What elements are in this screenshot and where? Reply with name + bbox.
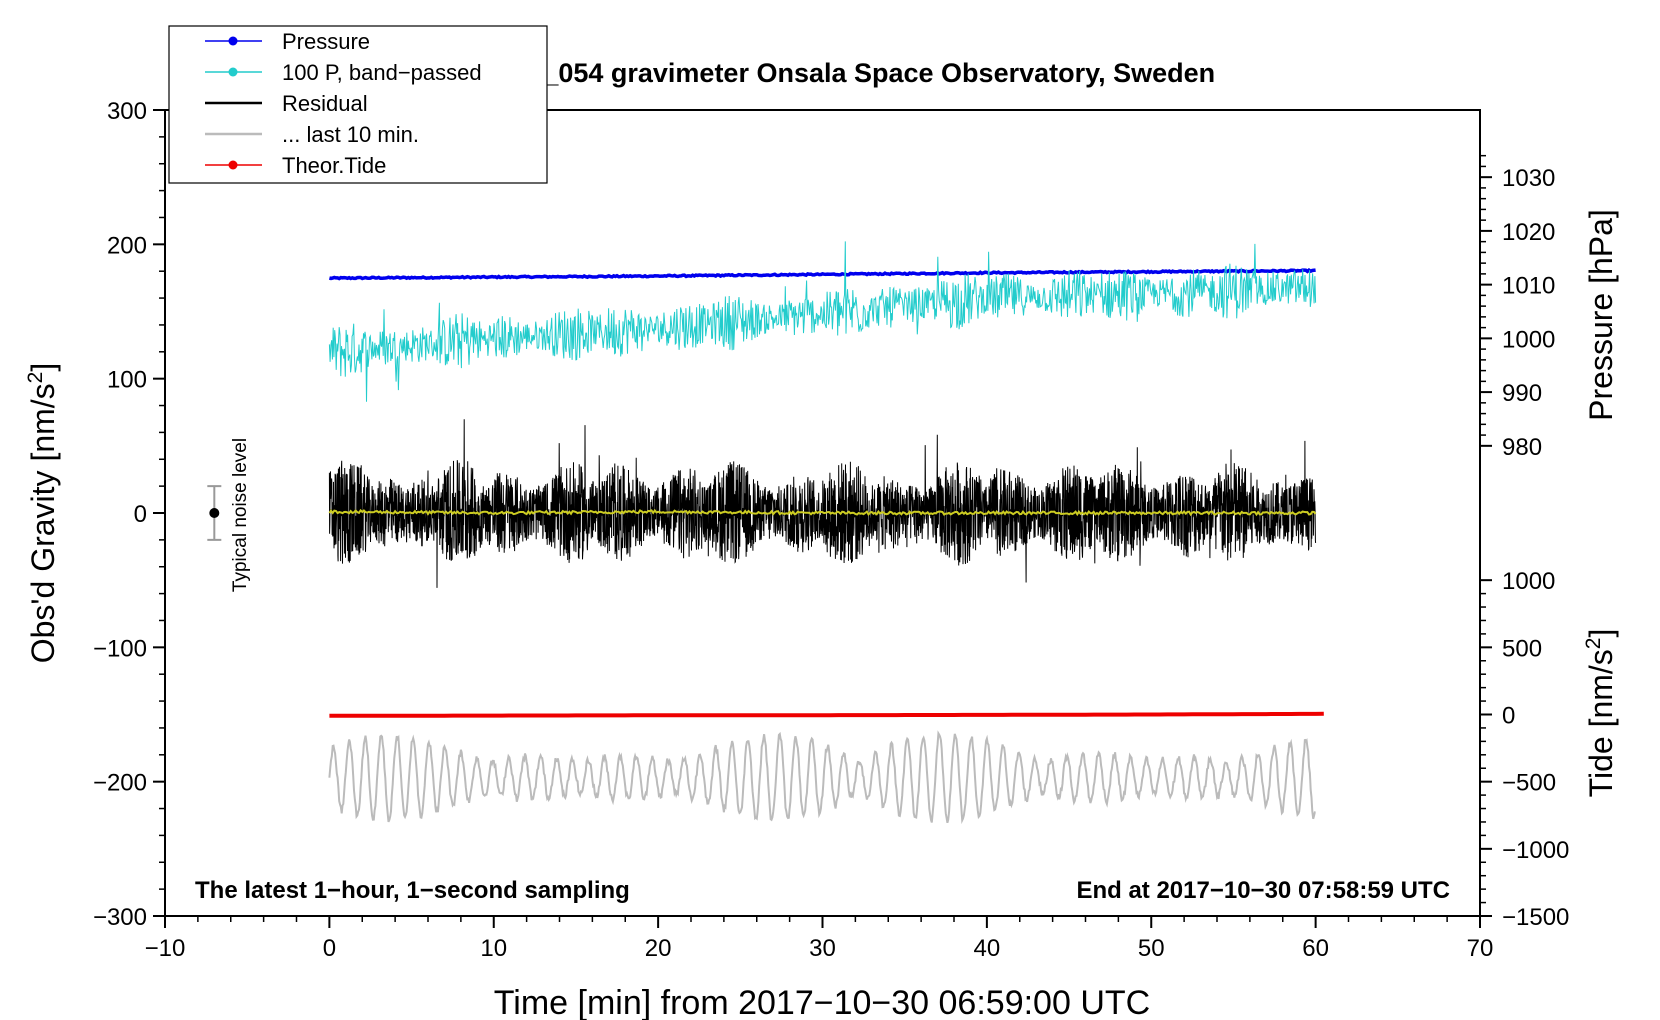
tide-tick-label: 500 [1502, 635, 1542, 662]
y-tick-label: −200 [93, 770, 147, 797]
noise-level-label: Typical noise level [230, 438, 251, 592]
legend-entry-label: Theor.Tide [282, 153, 386, 178]
y-axis-label-sup: 2 [24, 372, 47, 384]
x-tick-label: 0 [323, 935, 336, 962]
tide-tick-label: 0 [1502, 703, 1515, 730]
y-axis-label: Obs'd Gravity [nm/s2] [24, 363, 61, 664]
theoretical-tide-series-line [329, 711, 1324, 718]
legend-entry-label: Pressure [282, 29, 370, 54]
legend-swatch-marker [228, 36, 238, 46]
pressure-tick-label: 990 [1502, 380, 1542, 407]
pressure-series-line [328, 267, 1316, 281]
x-tick-label: 40 [974, 935, 1001, 962]
tide-axis-label-close: ] [1583, 629, 1619, 638]
band-passed-pressure-series-line [328, 241, 1317, 402]
legend-box [168, 25, 548, 184]
x-tick-label: −10 [145, 935, 186, 962]
x-tick-label: 30 [809, 935, 836, 962]
legend-swatch-marker [228, 160, 238, 170]
residual-smoothed-series-line [328, 508, 1317, 517]
y-tick-label: 100 [107, 367, 147, 394]
legend-entry-label: ... last 10 min. [282, 122, 419, 147]
pressure-tick-label: 1020 [1502, 219, 1555, 246]
axes-layer: −10 0 10 20 30 40 50 60 70−300−200−1000100200300… [93, 98, 1569, 962]
tide-tick-label: 1000 [1502, 568, 1555, 595]
x-tick-label: 70 [1467, 935, 1494, 962]
pressure-tick-label: 1000 [1502, 326, 1555, 353]
residual-series-line [328, 419, 1317, 588]
tide-tick-label: −500 [1502, 770, 1556, 797]
last-10-min-series-line [328, 730, 1316, 825]
x-tick-label: 60 [1302, 935, 1329, 962]
legend-entry-label: Residual [282, 91, 368, 116]
x-tick-label: 50 [1138, 935, 1165, 962]
legend: Pressure 100 P, band−passed Residual ... la… [168, 25, 548, 184]
legend-entries: Pressure 100 P, band−passed Residual ... la… [205, 29, 482, 178]
x-tick-label: 10 [480, 935, 507, 962]
annotation-end-time: End at 2017−10−30 07:58:59 UTC [1076, 877, 1450, 904]
y-tick-label: −100 [93, 635, 147, 662]
pressure-axis-label: Pressure [hPa] [1583, 209, 1619, 421]
pressure-tick-label: 1010 [1502, 273, 1555, 300]
noise-level-indicator [207, 485, 222, 541]
pressure-tick-label: 1030 [1502, 165, 1555, 192]
legend-entry-label: 100 P, band−passed [282, 60, 482, 85]
tide-tick-label: −1000 [1502, 837, 1569, 864]
x-tick-label: 20 [645, 935, 672, 962]
y-axis-label-base: Obs'd Gravity [nm/s [25, 383, 61, 663]
x-axis-label: Time [min] from 2017−10−30 06:59:00 UTC [494, 984, 1150, 1020]
y-tick-label: 200 [107, 232, 147, 259]
y-tick-label: 300 [107, 98, 147, 125]
chart-title: SCG_054 gravimeter Onsala Space Observat… [485, 58, 1215, 88]
y-axis-label-close: ] [25, 363, 61, 372]
series-layer [328, 241, 1324, 825]
y-tick-label: −300 [93, 904, 147, 931]
tide-axis-label-base: Tide [nm/s [1583, 649, 1619, 797]
noise-center-dot [209, 508, 220, 518]
legend-swatch-marker [228, 67, 238, 77]
tide-axis-label: Tide [nm/s2] [1582, 629, 1619, 798]
pressure-tick-label: 980 [1502, 434, 1542, 461]
tide-axis-label-sup: 2 [1582, 638, 1605, 650]
tide-tick-label: −1500 [1502, 904, 1569, 931]
y-tick-label: 0 [134, 501, 147, 528]
annotation-sampling: The latest 1−hour, 1−second sampling [195, 877, 630, 904]
